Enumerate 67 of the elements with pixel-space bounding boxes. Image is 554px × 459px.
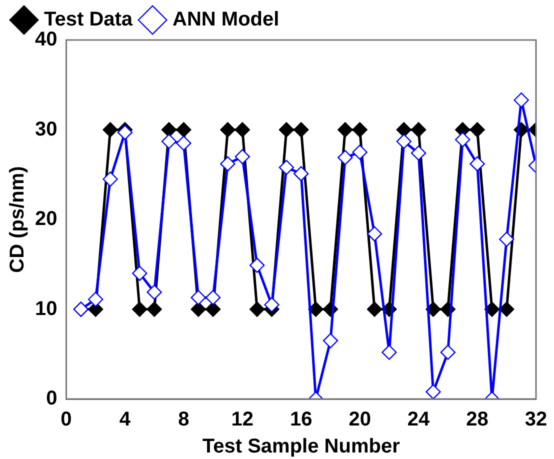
point	[102, 172, 118, 187]
point	[278, 122, 294, 138]
point	[440, 344, 456, 360]
y-tick-label: 30	[34, 118, 58, 140]
point	[366, 226, 382, 242]
point	[88, 292, 104, 307]
point	[220, 156, 236, 172]
point	[117, 124, 133, 140]
point	[396, 122, 412, 138]
point	[205, 302, 221, 317]
y-tick-label: 0	[46, 388, 58, 410]
point	[322, 333, 338, 348]
point	[102, 122, 118, 138]
point	[190, 302, 206, 317]
x-tick-label: 20	[348, 408, 371, 431]
y-tick-label: 40	[34, 28, 58, 51]
point	[410, 145, 426, 161]
point	[264, 297, 280, 312]
x-tick-label: 0	[60, 408, 72, 431]
x-axis-title: Test Sample Number	[202, 436, 400, 458]
point	[132, 266, 148, 281]
x-tick-label: 4	[119, 408, 132, 431]
point	[161, 122, 177, 138]
point	[410, 122, 426, 138]
point	[234, 149, 250, 164]
point	[338, 150, 353, 166]
point	[470, 122, 485, 138]
point	[146, 284, 162, 300]
point	[499, 302, 514, 317]
point	[190, 290, 206, 306]
point	[366, 302, 382, 317]
point	[426, 384, 441, 399]
point	[382, 344, 397, 360]
point	[132, 302, 148, 317]
point	[484, 302, 500, 317]
point	[161, 134, 177, 150]
point	[146, 302, 162, 317]
y-tick-label: 10	[34, 298, 58, 320]
point	[470, 156, 485, 172]
legend-label: ANN Model	[172, 8, 280, 31]
x-tick-label: 32	[524, 408, 548, 431]
y-tick-label: 20	[34, 208, 58, 230]
point	[396, 134, 412, 150]
point	[176, 136, 192, 151]
point	[249, 302, 265, 317]
x-tick-label: 8	[178, 408, 190, 431]
point	[220, 122, 236, 138]
y-axis-title: CD (ps/nm)	[6, 166, 29, 273]
point	[249, 258, 265, 273]
x-tick-label: 24	[407, 408, 431, 431]
point	[205, 290, 221, 306]
point	[338, 122, 353, 138]
point	[294, 166, 309, 182]
point	[455, 132, 470, 148]
legend-label: Test Data	[44, 8, 134, 31]
point	[352, 122, 368, 138]
point	[499, 232, 514, 247]
x-tick-label: 16	[290, 408, 312, 431]
point	[234, 122, 250, 138]
point	[352, 144, 368, 160]
point	[308, 302, 324, 317]
x-tick-label: 12	[231, 408, 254, 431]
point	[278, 160, 294, 176]
point	[514, 92, 529, 108]
point	[294, 122, 309, 138]
point	[176, 122, 192, 138]
x-tick-label: 28	[466, 408, 488, 431]
